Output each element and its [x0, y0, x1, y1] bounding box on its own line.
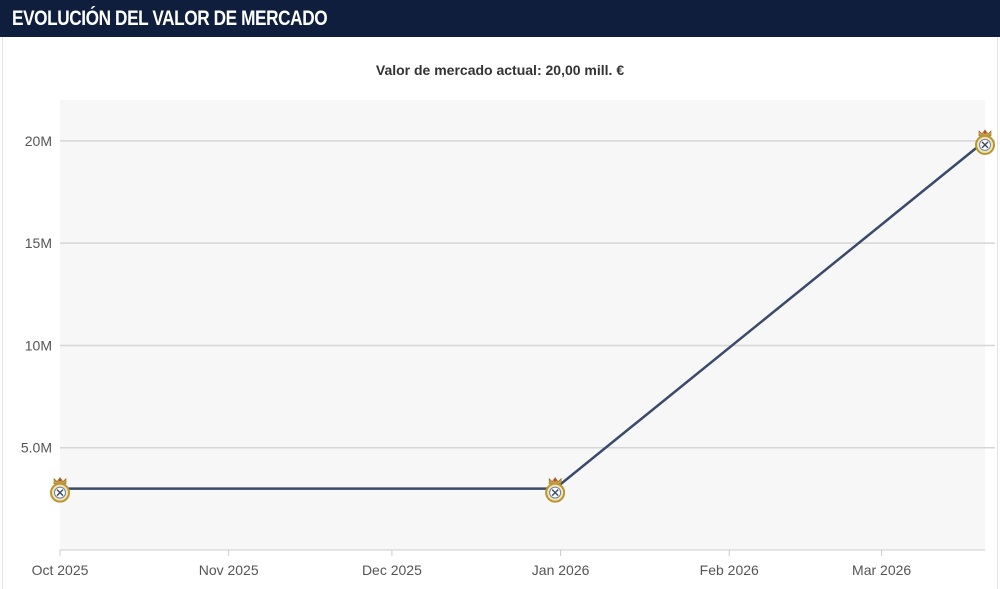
- y-tick-label: 20M: [25, 133, 52, 149]
- x-tick-label: Oct 2025: [32, 562, 89, 578]
- club-crest-icon: [545, 477, 566, 503]
- club-crest-icon: [975, 129, 995, 155]
- chart-title: Valor de mercado actual: 20,00 mill. €: [375, 62, 625, 78]
- y-tick-label: 5.0M: [21, 440, 52, 456]
- x-tick-label: Feb 2026: [700, 562, 759, 578]
- x-tick-label: Nov 2025: [199, 562, 259, 578]
- plot-area: [60, 100, 985, 550]
- y-tick-label: 15M: [25, 235, 52, 251]
- section-title: EVOLUCIÓN DEL VALOR DE MERCADO: [12, 7, 328, 30]
- club-crest-icon: [50, 477, 70, 503]
- y-tick-label: 10M: [25, 337, 52, 353]
- header-bar: EVOLUCIÓN DEL VALOR DE MERCADO: [0, 0, 1000, 37]
- x-tick-label: Jan 2026: [532, 562, 590, 578]
- x-tick-label: Dec 2025: [362, 562, 422, 578]
- x-tick-label: Mar 2026: [852, 562, 911, 578]
